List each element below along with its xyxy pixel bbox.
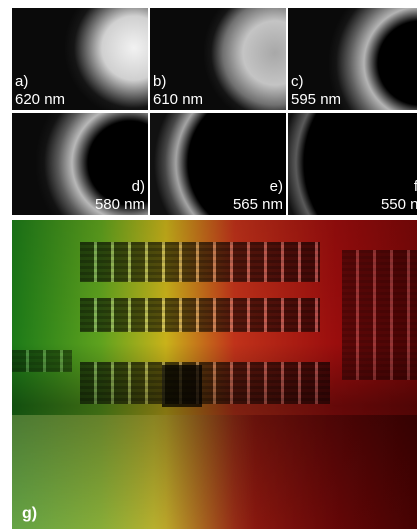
panel-wavelength: 580 nm (95, 196, 145, 213)
panel-wavelength: 595 nm (291, 91, 341, 108)
panel-wavelength: 565 nm (233, 196, 283, 213)
image-panel: f)550 nm (288, 113, 417, 215)
photo-label: g) (22, 505, 37, 523)
panel-letter: d) (132, 178, 145, 195)
panel-letter: a) (15, 73, 28, 90)
panel-letter: e) (270, 178, 283, 195)
image-panel: b)610 nm (150, 8, 286, 110)
image-panel: e)565 nm (150, 113, 286, 215)
image-panel: c)595 nm (288, 8, 417, 110)
panel-wavelength: 620 nm (15, 91, 65, 108)
image-panel: a)620 nm (12, 8, 148, 110)
panel-wavelength: 550 nm (381, 196, 417, 213)
panel-letter: b) (153, 73, 166, 90)
building-photo: g) (12, 220, 417, 529)
panel-letter: c) (291, 73, 304, 90)
panel-wavelength: 610 nm (153, 91, 203, 108)
image-panel: d)580 nm (12, 113, 148, 215)
figure: a)620 nm b)610 nm c)595 nm d)580 nm e)56… (0, 0, 417, 529)
shading (12, 220, 417, 529)
